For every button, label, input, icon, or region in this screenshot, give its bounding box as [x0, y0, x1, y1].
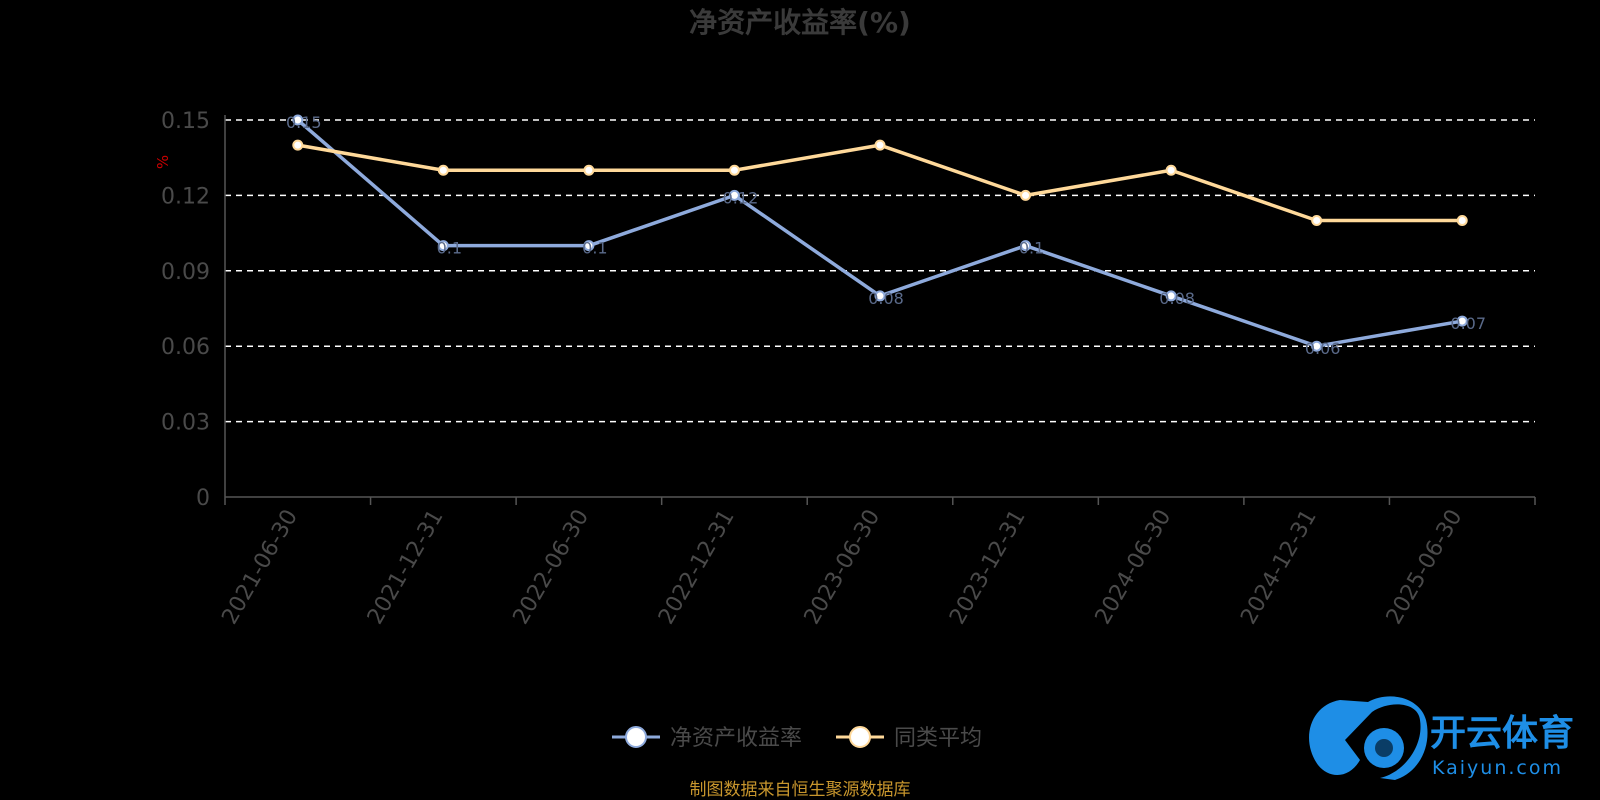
legend-label-roe: 净资产收益率	[670, 726, 802, 751]
data-point[interactable]	[292, 114, 304, 126]
y-tick-label: 0.09	[161, 260, 210, 285]
y-tick-label: 0.06	[161, 335, 210, 360]
y-tick-label: 0.12	[161, 184, 210, 209]
data-point[interactable]	[728, 164, 740, 176]
legend[interactable]: 净资产收益率 同类平均	[612, 726, 982, 751]
x-tick-label: 2024-12-31	[1236, 506, 1322, 629]
y-tick-label: 0.03	[161, 411, 210, 436]
series-line-1	[297, 143, 1463, 223]
y-tick-label: 0	[196, 486, 210, 511]
legend-label-peer-average: 同类平均	[894, 726, 982, 751]
data-label: 0.1	[437, 239, 462, 258]
x-tick-label: 2022-12-31	[654, 506, 740, 629]
data-point[interactable]	[1020, 240, 1032, 252]
y-axis-unit-label: %	[154, 155, 172, 169]
chart-title: 净资产收益率(%)	[689, 6, 911, 39]
data-point[interactable]	[874, 139, 886, 151]
axes	[224, 115, 1536, 505]
data-point[interactable]	[437, 240, 449, 252]
x-tick-label: 2021-06-30	[217, 506, 303, 629]
legend-item-roe[interactable]: 净资产收益率	[612, 726, 802, 751]
data-labels: 0.15 0.1 0.1 0.12 0.08 0.1 0.08 0.06 0.07	[286, 113, 1486, 358]
x-tick-label: 2021-12-31	[363, 506, 449, 629]
data-point[interactable]	[1165, 290, 1177, 302]
data-label: 0.07	[1450, 314, 1486, 333]
data-label: 0.08	[868, 289, 904, 308]
data-point[interactable]	[292, 139, 304, 151]
data-point[interactable]	[728, 189, 740, 201]
x-tick-label: 2023-12-31	[945, 506, 1031, 629]
data-point[interactable]	[1311, 340, 1323, 352]
data-point[interactable]	[583, 240, 595, 252]
logo-domain: Kaiyun.com	[1432, 757, 1563, 779]
y-tick-label: 0.15	[161, 109, 210, 134]
ball-center-icon	[1375, 739, 1393, 757]
brand-logo: 开云体育 Kaiyun.com	[1309, 696, 1574, 780]
data-label: 0.12	[723, 188, 759, 207]
data-label: 0.08	[1159, 289, 1195, 308]
x-tick-label: 2025-06-30	[1382, 506, 1468, 629]
data-label: 0.06	[1305, 339, 1341, 358]
x-tick-label: 2023-06-30	[800, 506, 886, 629]
x-tick-labels: 2021-06-30 2021-12-31 2022-06-30 2022-12-31…	[217, 506, 1467, 629]
legend-marker-peer-average	[849, 726, 871, 748]
data-label: 0.1	[582, 239, 607, 258]
x-tick-label: 2022-06-30	[509, 506, 595, 629]
legend-marker-roe	[625, 726, 647, 748]
x-tick-label: 2024-06-30	[1091, 506, 1177, 629]
source-note: 制图数据来自恒生聚源数据库	[690, 780, 911, 800]
series-line-0	[296, 118, 1463, 348]
logo-brand-name: 开云体育	[1430, 713, 1574, 754]
data-point[interactable]	[874, 290, 886, 302]
data-point[interactable]	[583, 164, 595, 176]
data-point[interactable]	[437, 164, 449, 176]
soccer-ball-logo-icon	[1309, 696, 1428, 780]
data-point[interactable]	[1456, 215, 1468, 227]
data-point[interactable]	[1020, 189, 1032, 201]
data-label: 0.1	[1019, 239, 1044, 258]
series-lines	[292, 114, 1468, 352]
data-label: 0.15	[286, 113, 322, 132]
data-point[interactable]	[1456, 315, 1468, 327]
data-point[interactable]	[1165, 164, 1177, 176]
data-point[interactable]	[1311, 215, 1323, 227]
y-tick-labels: 0 0.03 0.06 0.09 0.12 0.15	[161, 109, 210, 511]
legend-item-peer-average[interactable]: 同类平均	[836, 726, 982, 751]
